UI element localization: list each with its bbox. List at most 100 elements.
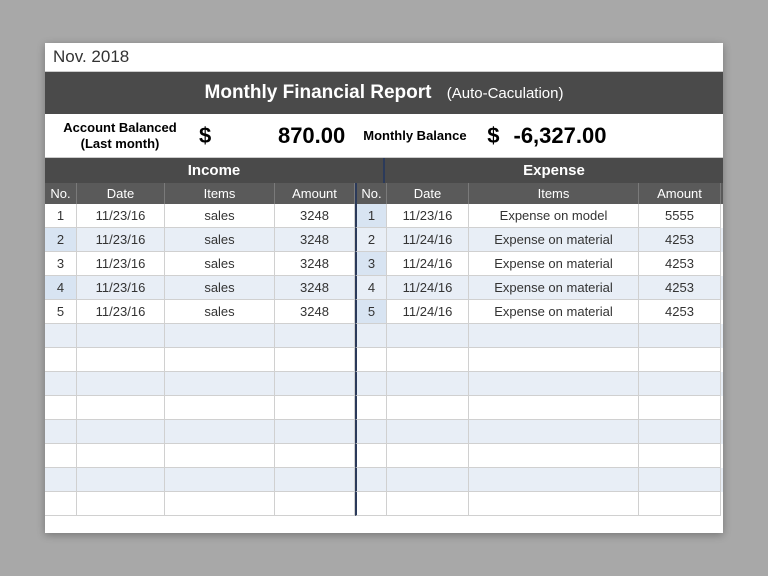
table-row[interactable]: 211/23/16sales3248211/24/16Expense on ma…: [45, 228, 723, 252]
income-no-cell[interactable]: [45, 444, 77, 468]
expense-no-cell[interactable]: [355, 420, 387, 444]
expense-no-cell[interactable]: [355, 492, 387, 516]
expense-item-cell[interactable]: [469, 492, 639, 516]
expense-no-cell[interactable]: 3: [355, 252, 387, 276]
income-date-cell[interactable]: 11/23/16: [77, 252, 165, 276]
income-no-cell[interactable]: 2: [45, 228, 77, 252]
expense-amount-cell[interactable]: 5555: [639, 204, 721, 228]
expense-no-cell[interactable]: 1: [355, 204, 387, 228]
expense-item-cell[interactable]: Expense on material: [469, 300, 639, 324]
income-amount-cell[interactable]: [275, 468, 355, 492]
income-date-cell[interactable]: [77, 492, 165, 516]
income-item-cell[interactable]: [165, 492, 275, 516]
expense-item-cell[interactable]: [469, 324, 639, 348]
income-no-cell[interactable]: 1: [45, 204, 77, 228]
table-row[interactable]: 311/23/16sales3248311/24/16Expense on ma…: [45, 252, 723, 276]
expense-amount-cell[interactable]: 4253: [639, 300, 721, 324]
income-amount-cell[interactable]: [275, 420, 355, 444]
expense-date-cell[interactable]: [387, 348, 469, 372]
expense-date-cell[interactable]: [387, 420, 469, 444]
income-amount-cell[interactable]: 3248: [275, 300, 355, 324]
expense-amount-cell[interactable]: [639, 420, 721, 444]
expense-date-cell[interactable]: 11/24/16: [387, 276, 469, 300]
income-item-cell[interactable]: sales: [165, 252, 275, 276]
expense-item-cell[interactable]: [469, 348, 639, 372]
expense-no-cell[interactable]: [355, 324, 387, 348]
income-no-cell[interactable]: 3: [45, 252, 77, 276]
income-amount-cell[interactable]: 3248: [275, 252, 355, 276]
income-amount-cell[interactable]: [275, 396, 355, 420]
income-date-cell[interactable]: [77, 324, 165, 348]
table-row[interactable]: 111/23/16sales3248111/23/16Expense on mo…: [45, 204, 723, 228]
income-no-cell[interactable]: [45, 324, 77, 348]
expense-amount-cell[interactable]: 4253: [639, 276, 721, 300]
income-date-cell[interactable]: [77, 372, 165, 396]
table-row[interactable]: [45, 492, 723, 516]
income-no-cell[interactable]: [45, 468, 77, 492]
income-no-cell[interactable]: 4: [45, 276, 77, 300]
income-no-cell[interactable]: [45, 420, 77, 444]
expense-item-cell[interactable]: [469, 468, 639, 492]
income-amount-cell[interactable]: [275, 348, 355, 372]
expense-amount-cell[interactable]: [639, 324, 721, 348]
income-item-cell[interactable]: [165, 324, 275, 348]
income-no-cell[interactable]: [45, 372, 77, 396]
expense-date-cell[interactable]: 11/24/16: [387, 300, 469, 324]
account-balanced-value[interactable]: 870.00: [225, 123, 345, 149]
expense-no-cell[interactable]: [355, 468, 387, 492]
expense-no-cell[interactable]: 2: [355, 228, 387, 252]
income-item-cell[interactable]: sales: [165, 204, 275, 228]
income-date-cell[interactable]: 11/23/16: [77, 204, 165, 228]
expense-no-cell[interactable]: [355, 348, 387, 372]
expense-item-cell[interactable]: Expense on material: [469, 252, 639, 276]
table-row[interactable]: 511/23/16sales3248511/24/16Expense on ma…: [45, 300, 723, 324]
income-amount-cell[interactable]: [275, 324, 355, 348]
expense-no-cell[interactable]: [355, 372, 387, 396]
expense-date-cell[interactable]: [387, 372, 469, 396]
income-no-cell[interactable]: [45, 492, 77, 516]
expense-date-cell[interactable]: 11/23/16: [387, 204, 469, 228]
income-item-cell[interactable]: [165, 348, 275, 372]
income-amount-cell[interactable]: [275, 372, 355, 396]
income-item-cell[interactable]: [165, 444, 275, 468]
income-date-cell[interactable]: [77, 396, 165, 420]
expense-item-cell[interactable]: Expense on material: [469, 228, 639, 252]
expense-date-cell[interactable]: [387, 468, 469, 492]
expense-amount-cell[interactable]: [639, 348, 721, 372]
income-amount-cell[interactable]: 3248: [275, 204, 355, 228]
income-no-cell[interactable]: [45, 348, 77, 372]
expense-date-cell[interactable]: [387, 444, 469, 468]
income-item-cell[interactable]: [165, 396, 275, 420]
income-amount-cell[interactable]: [275, 444, 355, 468]
income-amount-cell[interactable]: [275, 492, 355, 516]
expense-no-cell[interactable]: 4: [355, 276, 387, 300]
expense-date-cell[interactable]: [387, 492, 469, 516]
table-row[interactable]: [45, 324, 723, 348]
income-date-cell[interactable]: 11/23/16: [77, 228, 165, 252]
monthly-balance-value[interactable]: -6,327.00: [514, 123, 607, 149]
table-row[interactable]: 411/23/16sales3248411/24/16Expense on ma…: [45, 276, 723, 300]
expense-item-cell[interactable]: [469, 444, 639, 468]
expense-item-cell[interactable]: [469, 372, 639, 396]
table-row[interactable]: [45, 420, 723, 444]
income-item-cell[interactable]: [165, 420, 275, 444]
income-item-cell[interactable]: sales: [165, 276, 275, 300]
expense-item-cell[interactable]: [469, 420, 639, 444]
table-row[interactable]: [45, 372, 723, 396]
expense-date-cell[interactable]: [387, 396, 469, 420]
income-date-cell[interactable]: [77, 444, 165, 468]
expense-date-cell[interactable]: [387, 324, 469, 348]
income-item-cell[interactable]: sales: [165, 300, 275, 324]
expense-amount-cell[interactable]: [639, 444, 721, 468]
income-item-cell[interactable]: [165, 468, 275, 492]
income-no-cell[interactable]: 5: [45, 300, 77, 324]
expense-no-cell[interactable]: [355, 444, 387, 468]
expense-item-cell[interactable]: Expense on model: [469, 204, 639, 228]
income-amount-cell[interactable]: 3248: [275, 276, 355, 300]
table-row[interactable]: [45, 468, 723, 492]
expense-amount-cell[interactable]: [639, 468, 721, 492]
income-amount-cell[interactable]: 3248: [275, 228, 355, 252]
expense-item-cell[interactable]: [469, 396, 639, 420]
income-item-cell[interactable]: sales: [165, 228, 275, 252]
expense-amount-cell[interactable]: 4253: [639, 252, 721, 276]
